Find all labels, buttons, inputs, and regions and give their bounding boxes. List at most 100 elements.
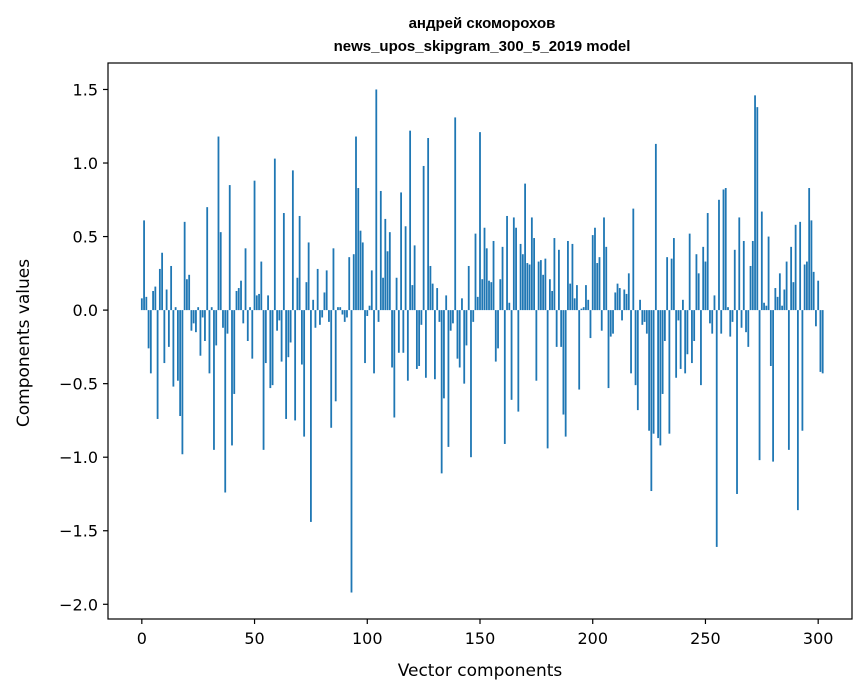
bar-236 <box>672 238 675 311</box>
bar-31 <box>210 307 213 311</box>
bar-140 <box>456 310 459 359</box>
bar-217 <box>630 310 632 374</box>
bar-156 <box>492 240 495 311</box>
bar-200 <box>591 235 594 311</box>
bar-211 <box>616 283 619 311</box>
bar-207 <box>607 310 610 389</box>
bar-273 <box>756 107 759 311</box>
bar-116 <box>402 310 405 353</box>
bar-251 <box>706 213 709 311</box>
bar-162 <box>506 215 508 311</box>
bar-220 <box>636 310 639 411</box>
bar-258 <box>722 189 725 311</box>
bar-164 <box>510 310 513 400</box>
bar-277 <box>765 305 768 311</box>
bar-214 <box>623 289 626 311</box>
bar-145 <box>467 265 470 311</box>
bar-175 <box>535 310 538 381</box>
bar-194 <box>578 310 581 390</box>
y-tick-label-0: 1.5 <box>73 80 98 99</box>
bar-95 <box>355 136 357 311</box>
bar-265 <box>738 217 741 311</box>
bar-261 <box>729 310 732 337</box>
bar-17 <box>179 310 182 417</box>
bar-35 <box>219 232 222 311</box>
bar-183 <box>553 238 556 311</box>
bar-151 <box>481 279 484 311</box>
x-tick-label-2: 100 <box>352 629 383 648</box>
bar-100 <box>366 310 369 316</box>
bar-23 <box>192 310 195 324</box>
bar-127 <box>427 138 430 311</box>
y-tick-label-6: −1.5 <box>59 522 98 541</box>
bar-45 <box>242 310 245 324</box>
bar-238 <box>677 310 680 321</box>
bar-179 <box>544 258 547 311</box>
x-axis-label: Vector components <box>398 661 563 681</box>
bar-39 <box>228 185 231 311</box>
bar-208 <box>609 310 612 337</box>
bar-10 <box>163 310 166 364</box>
bar-266 <box>740 310 743 328</box>
bar-201 <box>594 227 596 311</box>
bar-188 <box>564 310 567 437</box>
bar-48 <box>249 307 251 311</box>
bar-270 <box>749 265 752 311</box>
bar-158 <box>497 310 499 349</box>
bar-112 <box>393 310 396 418</box>
bar-38 <box>226 310 229 334</box>
bar-143 <box>463 310 466 384</box>
bar-115 <box>400 192 402 311</box>
bar-234 <box>668 310 671 434</box>
bar-16 <box>176 310 179 381</box>
bar-259 <box>724 188 727 311</box>
y-tick-label-2: 0.5 <box>73 228 98 247</box>
y-tick-label-7: −2.0 <box>59 595 98 614</box>
x-tick-label-5: 250 <box>690 629 721 648</box>
bar-102 <box>370 270 373 311</box>
bar-165 <box>512 217 515 311</box>
bar-174 <box>533 238 536 311</box>
bar-228 <box>654 143 657 311</box>
bar-117 <box>404 226 407 311</box>
bar-50 <box>253 180 256 311</box>
chart-title-line-1: андрей скоморохов <box>409 15 556 32</box>
bar-299 <box>815 310 817 327</box>
bar-178 <box>542 274 545 311</box>
bar-106 <box>379 190 382 311</box>
bar-78 <box>316 268 319 311</box>
bar-280 <box>772 310 774 462</box>
bar-195 <box>580 308 583 311</box>
bar-83 <box>328 310 330 322</box>
bar-118 <box>406 310 409 381</box>
bar-24 <box>195 310 197 333</box>
bar-192 <box>573 298 576 311</box>
bar-293 <box>801 310 804 431</box>
bar-245 <box>693 310 696 341</box>
bar-52 <box>258 293 260 311</box>
bar-224 <box>645 310 648 334</box>
bar-193 <box>576 285 578 311</box>
bar-146 <box>470 310 472 458</box>
bar-249 <box>702 246 705 311</box>
bar-75 <box>310 310 312 522</box>
bar-110 <box>388 232 391 311</box>
bar-69 <box>296 277 299 311</box>
bar-111 <box>391 310 393 368</box>
bar-98 <box>361 242 364 311</box>
bar-190 <box>569 283 572 311</box>
bar-159 <box>499 279 502 311</box>
bar-131 <box>436 288 439 311</box>
bar-28 <box>204 310 206 341</box>
bar-40 <box>231 310 233 446</box>
bar-275 <box>760 211 763 311</box>
bar-252 <box>709 310 711 324</box>
bar-287 <box>787 310 790 450</box>
bar-177 <box>539 260 542 311</box>
bar-142 <box>461 298 463 311</box>
bar-199 <box>589 310 592 339</box>
bar-168 <box>519 243 522 311</box>
bar-33 <box>215 310 218 346</box>
bar-272 <box>754 95 756 311</box>
